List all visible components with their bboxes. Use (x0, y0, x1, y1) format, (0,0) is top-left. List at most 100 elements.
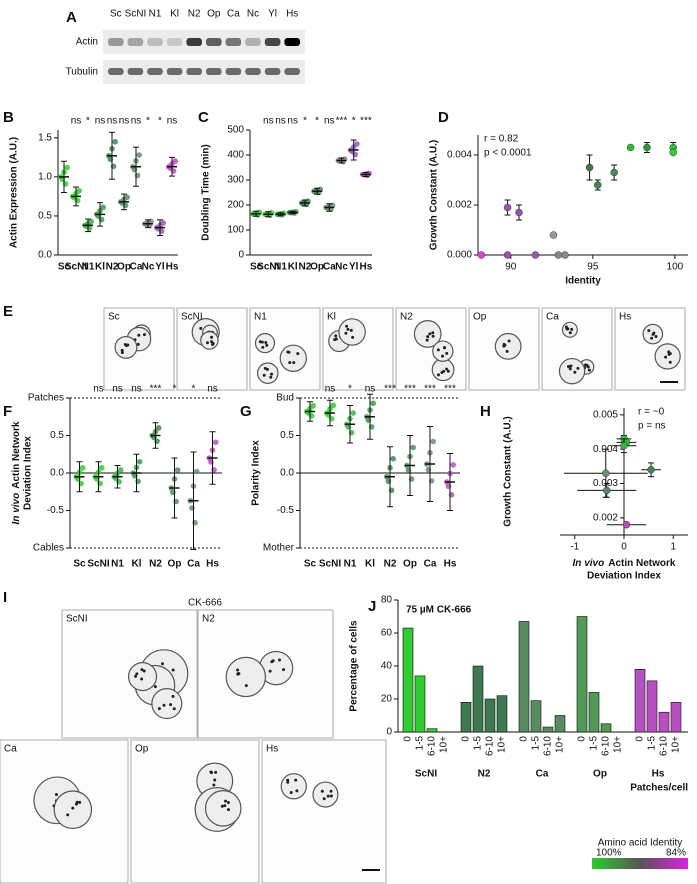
significance: ns (275, 116, 286, 127)
x-tick-label: 10+ (439, 736, 450, 753)
actin-patch (286, 350, 290, 354)
category-label: Yl (155, 262, 165, 273)
cell (114, 335, 138, 359)
significance: ns (365, 384, 376, 395)
y-axis-label-part: Actin Network (11, 421, 22, 489)
bar (670, 701, 682, 733)
significance: *** (360, 116, 372, 127)
chart-title: 75 µM CK-666 (406, 605, 472, 616)
data-point (310, 402, 317, 409)
actin-patch (431, 334, 435, 338)
blot-band (225, 38, 242, 46)
actin-patch (443, 346, 447, 350)
cell (225, 656, 267, 698)
category-label: Op (403, 559, 417, 570)
y-tick-label: 0.5 (38, 211, 52, 222)
data-point (98, 464, 105, 471)
tile-label: Hs (266, 744, 278, 755)
blot-band (166, 38, 183, 46)
actin-patch (445, 367, 449, 371)
actin-patch (349, 328, 353, 332)
blot-band (284, 38, 300, 46)
x-axis-label: Identity (565, 276, 601, 287)
tile-label: N2 (202, 614, 215, 625)
actin-patch (570, 327, 574, 331)
significance: * (173, 384, 177, 395)
x-tick-label: -1 (570, 542, 579, 553)
blot-band (284, 68, 300, 75)
significance: ns (324, 116, 335, 127)
y-tick-label: 0 (238, 250, 244, 261)
data-point (212, 439, 219, 446)
x-axis-label-italic: In vivo (573, 558, 605, 569)
data-point (64, 164, 70, 171)
tile-label: Ca (4, 744, 17, 755)
y-tick-label: 0.002 (447, 200, 472, 211)
bar (402, 627, 414, 733)
actin-patch (295, 789, 299, 793)
actin-patch (351, 335, 355, 339)
significance: ns (131, 116, 142, 127)
actin-patch (322, 797, 326, 801)
blot-band (245, 68, 261, 75)
y-axis-label: Growth Constant (A.U.) (503, 416, 514, 527)
cell (494, 332, 522, 360)
significance: ns (207, 384, 218, 395)
group-label: Hs (652, 769, 665, 780)
cell (256, 362, 279, 384)
blot-row-label: Tubulin (66, 67, 98, 78)
significance: * (86, 116, 90, 127)
significance: *** (404, 384, 416, 395)
actin-patch (436, 348, 440, 352)
y-tick-label: Patches (28, 393, 64, 404)
micrograph-title: CK-666 (188, 598, 222, 609)
actin-patch (345, 324, 349, 328)
actin-patch (425, 338, 429, 342)
y-axis-label: Polarity Index (251, 440, 262, 506)
y-tick-label: Mother (263, 543, 295, 554)
blot-band (206, 68, 222, 75)
significance: * (303, 116, 307, 127)
group-label: Ca (536, 769, 549, 780)
actin-patch (568, 331, 572, 335)
actin-patch (292, 361, 296, 365)
group-label: ScNI (415, 769, 437, 780)
category-label: ScNI (65, 262, 87, 273)
significance: *** (444, 384, 456, 395)
cell (312, 781, 339, 808)
actin-patch (326, 794, 330, 798)
cell (127, 661, 158, 692)
actin-patch (583, 363, 587, 367)
lane-label: Op (207, 9, 221, 20)
category-label: N1 (274, 262, 287, 273)
actin-patch (263, 366, 267, 370)
actin-patch (278, 658, 282, 662)
actin-patch (587, 368, 591, 372)
actin-patch (289, 791, 293, 795)
cell (280, 773, 307, 800)
tile-label: Sc (108, 312, 120, 323)
y-tick-label: 1.5 (38, 132, 52, 143)
actin-patch (157, 707, 161, 711)
data-point (561, 251, 569, 259)
bar (484, 698, 496, 733)
lane-label: Sc (110, 9, 122, 20)
data-point (477, 251, 486, 259)
y-tick-label: 100 (227, 225, 244, 236)
data-point (366, 170, 372, 177)
category-label: N1 (82, 262, 95, 273)
tile-label: Op (473, 312, 487, 323)
annotation: p < 0.0001 (484, 148, 532, 159)
category-label: Sc (250, 262, 263, 273)
actin-patch (226, 808, 230, 812)
panel-letter: B (3, 109, 14, 126)
y-axis-label-italic: In vivo (11, 493, 22, 525)
x-tick-label: 100 (667, 262, 684, 273)
y-axis-label: Doubling Time (min) (201, 144, 212, 240)
bar (426, 728, 438, 733)
data-point (117, 467, 124, 473)
data-point (155, 425, 162, 431)
actin-patch (334, 334, 338, 338)
y-tick-label: 0.0 (50, 468, 64, 479)
